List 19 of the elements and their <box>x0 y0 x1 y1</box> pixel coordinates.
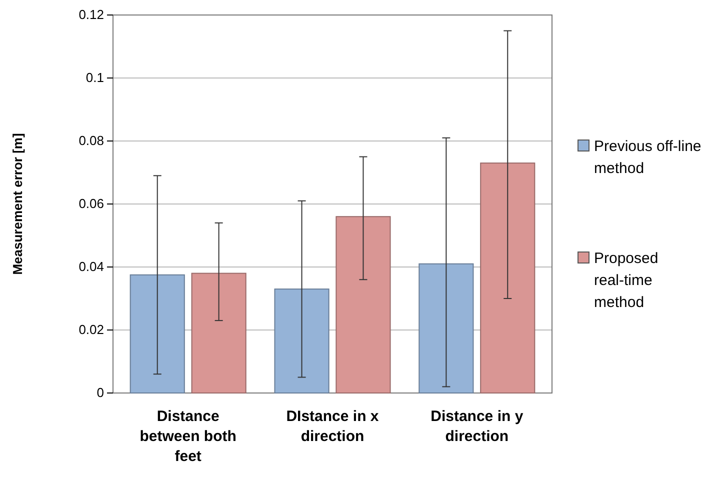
y-tick-label: 0.12 <box>78 7 104 22</box>
bar <box>130 274 185 394</box>
x-tick-label: Distance between both feet <box>140 408 236 465</box>
y-tick-label: 0.08 <box>78 133 104 148</box>
y-tick-label: 0.04 <box>78 259 104 274</box>
legend-label: Proposed real-time method <box>594 250 658 311</box>
bar <box>336 216 391 394</box>
bar <box>418 263 474 394</box>
bar <box>191 272 246 394</box>
x-tick-label: Distance in y direction <box>430 408 524 445</box>
y-axis-title: Measurement error [m] <box>10 133 25 275</box>
legend-label: Previous off-line method <box>594 138 702 177</box>
y-tick-label: 0.1 <box>86 70 104 86</box>
y-tick-label: 0.02 <box>78 322 104 338</box>
bar <box>274 288 330 394</box>
x-tick-label: DIstance in x direction <box>286 408 380 445</box>
bar <box>480 162 536 394</box>
y-tick-label: 0 <box>96 385 104 400</box>
y-tick-label: 0.06 <box>78 196 104 212</box>
